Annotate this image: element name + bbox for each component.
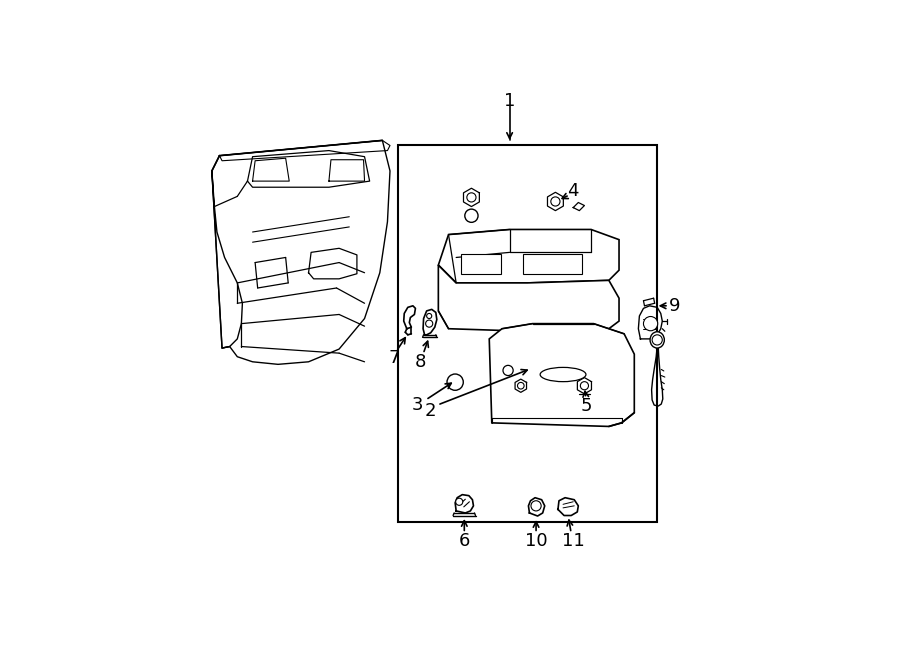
Circle shape [426, 320, 433, 327]
Text: 11: 11 [562, 533, 585, 551]
Ellipse shape [650, 332, 664, 348]
Circle shape [427, 313, 432, 319]
Polygon shape [438, 229, 619, 283]
Text: 6: 6 [459, 533, 470, 551]
Circle shape [580, 381, 589, 390]
Bar [398, 145, 657, 522]
Circle shape [531, 501, 541, 511]
Text: 1: 1 [504, 92, 516, 110]
Polygon shape [490, 324, 634, 426]
Polygon shape [438, 265, 619, 331]
Bar [523, 254, 582, 274]
Circle shape [518, 383, 524, 389]
Circle shape [464, 209, 478, 222]
Text: 7: 7 [388, 349, 400, 368]
Circle shape [467, 193, 476, 202]
Text: 2: 2 [425, 402, 436, 420]
Circle shape [551, 197, 560, 206]
Text: 3: 3 [411, 396, 423, 414]
Text: 10: 10 [525, 533, 547, 551]
Circle shape [455, 498, 463, 505]
Text: 4: 4 [568, 182, 579, 200]
Text: 8: 8 [415, 353, 427, 371]
Text: 5: 5 [580, 397, 591, 415]
Circle shape [447, 374, 464, 390]
Circle shape [652, 335, 662, 345]
Circle shape [503, 366, 513, 375]
Bar [462, 254, 501, 274]
Text: 9: 9 [670, 297, 680, 315]
Ellipse shape [540, 368, 586, 381]
Circle shape [644, 317, 658, 330]
